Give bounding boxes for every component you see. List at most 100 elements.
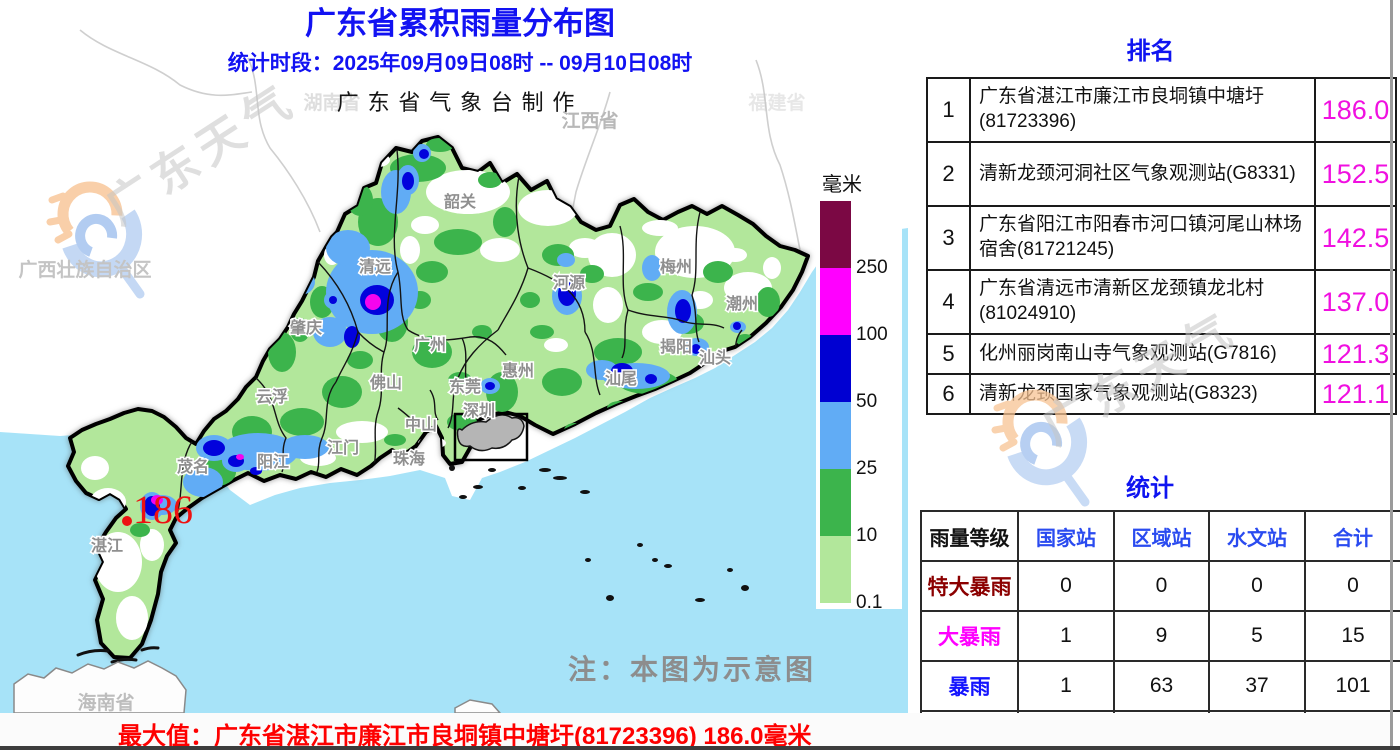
rainfall-value: 152.5 — [1314, 141, 1397, 207]
legend-swatch — [820, 469, 851, 536]
station-name: 广东省阳江市阳春市河口镇河尾山林场宿舍(81721245) — [969, 205, 1316, 271]
city-label: 中山 — [405, 415, 437, 434]
stat-value: 63 — [1113, 660, 1210, 712]
legend-tick: 0.1 — [856, 592, 883, 613]
islands — [76, 253, 875, 664]
legend-tick: 25 — [856, 458, 878, 479]
table-row: 2 清新龙颈河洞社区气象观测站(G8331) 152.5 — [926, 141, 1397, 207]
stats-title: 统计 — [1126, 475, 1174, 502]
city-label: 揭阳 — [660, 337, 692, 356]
city-label: 深圳 — [463, 401, 495, 420]
rank-number: 4 — [926, 269, 971, 335]
table-row: 特大暴雨 0 0 0 0 — [920, 560, 1400, 612]
column-header: 国家站 — [1017, 510, 1115, 562]
legend-tick: 250 — [856, 257, 888, 278]
hongkong-region — [456, 414, 525, 452]
district-borders — [175, 149, 743, 519]
region-label: 广西壮族自治区 — [18, 258, 151, 281]
page-bottom-edge — [0, 746, 1400, 750]
hongkong-frame — [453, 412, 529, 462]
region-label: 福建省 — [747, 91, 805, 114]
table-row: 4 广东省清远市清新区龙颈镇龙北村(81024910) 137.0 — [926, 269, 1397, 335]
rainfall-value: 137.0 — [1314, 269, 1397, 335]
sea — [0, 228, 908, 713]
rainfall-value: 186.0 — [1314, 77, 1397, 143]
hainan-island — [13, 660, 502, 714]
stat-value: 0 — [1113, 560, 1210, 612]
legend-tick: 100 — [856, 324, 888, 345]
legend-tick: 50 — [856, 391, 878, 412]
ranking-title: 排名 — [1126, 38, 1175, 65]
stat-value: 15 — [1304, 610, 1400, 662]
rain-level: 大暴雨 — [920, 610, 1019, 662]
stat-value: 5 — [1208, 610, 1306, 662]
stat-value: 0 — [1304, 560, 1400, 612]
city-label: 珠海 — [393, 449, 425, 468]
legend-swatch — [820, 536, 851, 603]
city-label: 茂名 — [177, 457, 209, 476]
legend-swatch — [820, 402, 851, 469]
city-label: 江门 — [327, 438, 359, 457]
max-station-marker: 186 — [122, 487, 193, 532]
stat-value: 0 — [1017, 560, 1115, 612]
legend-item: 100 — [820, 268, 888, 345]
stat-value: 0 — [1208, 560, 1306, 612]
table-row: 1 广东省湛江市廉江市良垌镇中塘圩(81723396) 186.0 — [926, 77, 1397, 143]
rain-level: 特大暴雨 — [920, 560, 1019, 612]
column-header: 水文站 — [1208, 510, 1306, 562]
map-note: 注：本图为示意图 — [568, 654, 817, 685]
max-station-value: 186 — [133, 487, 193, 532]
table-header-row: 雨量等级 国家站 区域站 水文站 合计 — [920, 510, 1400, 562]
stat-value: 1 — [1017, 660, 1115, 712]
region-labels: 广西壮族自治区 湖南省 江西省 福建省 海南省 — [18, 91, 805, 714]
table-row: 大暴雨 1 9 5 15 — [920, 610, 1400, 662]
city-label: 汕尾 — [605, 370, 637, 388]
stat-value: 1 — [1017, 610, 1115, 662]
ranking-table: 1 广东省湛江市廉江市良垌镇中塘圩(81723396) 186.0 2 清新龙颈… — [926, 77, 1397, 415]
legend-item: 25 — [820, 402, 877, 479]
legend-item: 50 — [820, 335, 877, 412]
city-label: 湛江 — [91, 537, 123, 555]
region-label: 海南省 — [77, 691, 134, 714]
table-row: 6 清新龙颈国家气象观测站(G8323) 121.1 — [926, 373, 1397, 415]
rainfall-patches — [81, 138, 781, 655]
rainfall-value: 121.1 — [1314, 373, 1397, 415]
region-label: 湖南省 — [303, 92, 360, 114]
rank-number: 3 — [926, 205, 971, 271]
column-header: 雨量等级 — [920, 510, 1019, 562]
stat-value: 37 — [1208, 660, 1306, 712]
rain-level: 暴雨 — [920, 660, 1019, 712]
legend-swatch — [820, 201, 851, 268]
column-header: 区域站 — [1113, 510, 1210, 562]
time-range: 统计时段：2025年09月09日08时 -- 09月10日08时 — [227, 51, 693, 75]
legend-item: 250 — [820, 201, 888, 278]
city-label: 阳江 — [257, 453, 289, 471]
table-row: 暴雨 1 63 37 101 — [920, 660, 1400, 712]
rain-100-patches — [151, 294, 381, 505]
station-name: 清新龙颈河洞社区气象观测站(G8331) — [969, 141, 1316, 207]
city-label: 梅州 — [660, 257, 692, 276]
column-header: 合计 — [1304, 510, 1400, 562]
page-title: 广东省累积雨量分布图 — [305, 6, 615, 41]
page-right-edge — [1390, 0, 1393, 750]
stat-value: 9 — [1113, 610, 1210, 662]
rank-number: 2 — [926, 141, 971, 207]
legend-tick: 10 — [856, 525, 878, 546]
max-station-dot — [122, 516, 132, 526]
rank-number: 1 — [926, 77, 971, 143]
city-labels: 韶关 清远 河源 梅州 潮州 揭阳 汕头 汕尾 惠州 广州 东莞 深圳 佛山 中… — [89, 191, 759, 557]
legend-swatch — [820, 335, 851, 402]
city-label: 潮州 — [726, 294, 758, 313]
rainfall-legend: 毫米 250 100 50 25 10 0.1 — [816, 166, 902, 613]
rainfall-value: 142.5 — [1314, 205, 1397, 271]
rainfall-value: 121.3 — [1314, 333, 1397, 375]
region-label: 江西省 — [561, 110, 618, 132]
city-label: 河源 — [553, 273, 585, 292]
city-label: 肇庆 — [289, 318, 322, 337]
city-label: 广州 — [414, 335, 446, 354]
station-name: 化州丽岗南山寺气象观测站(G7816) — [969, 333, 1316, 375]
table-row: 3 广东省阳江市阳春市河口镇河尾山林场宿舍(81721245) 142.5 — [926, 205, 1397, 271]
city-label: 韶关 — [444, 192, 476, 211]
header: 广东省累积雨量分布图 统计时段：2025年09月09日08时 -- 09月10日… — [0, 6, 920, 117]
